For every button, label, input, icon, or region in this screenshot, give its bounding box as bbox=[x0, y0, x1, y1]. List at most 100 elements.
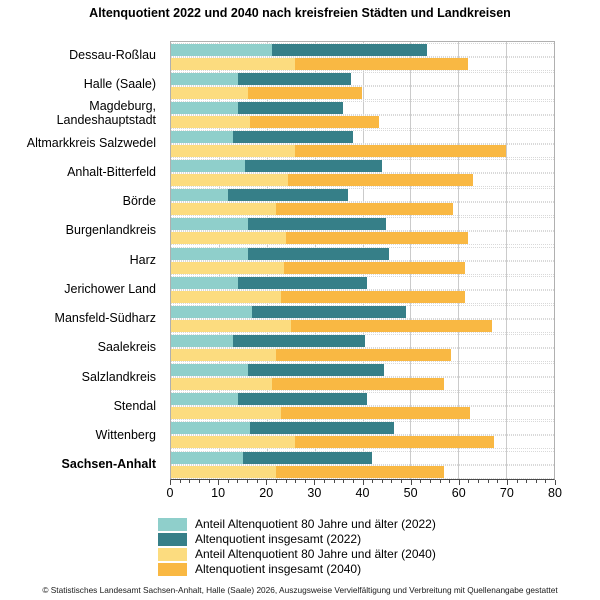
bar-segment bbox=[171, 422, 250, 435]
bar-segment bbox=[171, 261, 284, 274]
bar-group bbox=[171, 421, 554, 450]
row-gridline bbox=[171, 84, 554, 86]
bar-track bbox=[171, 114, 554, 129]
category-label: Saalekreis bbox=[97, 340, 156, 355]
row-gridline bbox=[171, 159, 554, 161]
bar-track bbox=[171, 377, 554, 392]
bar bbox=[171, 305, 554, 318]
bar-track bbox=[171, 246, 554, 261]
bar-track bbox=[171, 129, 554, 144]
major-tick bbox=[458, 480, 460, 485]
major-tick bbox=[170, 480, 171, 485]
row-gridline bbox=[171, 129, 554, 131]
row-gridline bbox=[171, 477, 554, 479]
bar-segment bbox=[171, 86, 248, 99]
bar-track bbox=[171, 421, 554, 436]
row-gridline bbox=[171, 69, 554, 71]
category-label: Dessau-Roßlau bbox=[69, 47, 156, 62]
minor-tick bbox=[179, 480, 181, 483]
bar-segment bbox=[233, 130, 353, 143]
legend-label: Altenquotient insgesamt (2022) bbox=[195, 532, 362, 546]
bar-group bbox=[171, 71, 554, 100]
row-gridline bbox=[171, 246, 554, 248]
bar-track bbox=[171, 275, 554, 290]
minor-tick bbox=[429, 480, 431, 483]
row-gridline bbox=[171, 317, 554, 319]
bar-segment bbox=[171, 465, 277, 478]
bar-segment bbox=[171, 451, 243, 464]
row-gridline bbox=[171, 173, 554, 175]
bar-group bbox=[171, 363, 554, 392]
row-gridline bbox=[171, 421, 554, 423]
category-label: Halle (Saale) bbox=[83, 77, 156, 92]
bar-segment bbox=[171, 247, 248, 260]
row-gridline bbox=[171, 405, 554, 407]
legend-row: Altenquotient insgesamt (2022) bbox=[158, 532, 436, 547]
bar-track bbox=[171, 202, 554, 217]
minor-tick bbox=[526, 480, 528, 483]
bar-track bbox=[171, 363, 554, 378]
bar-track bbox=[171, 42, 554, 57]
bar bbox=[171, 276, 554, 289]
bar-track bbox=[171, 71, 554, 86]
bar-segment bbox=[290, 319, 492, 332]
minor-tick bbox=[285, 480, 287, 483]
row-gridline bbox=[171, 304, 554, 306]
minor-tick bbox=[343, 480, 345, 483]
bar bbox=[171, 57, 554, 70]
chart-title: Altenquotient 2022 und 2040 nach kreisfr… bbox=[89, 6, 511, 20]
legend-swatch bbox=[158, 533, 187, 546]
x-tick-label: 50 bbox=[403, 486, 418, 500]
bar-segment bbox=[245, 160, 382, 173]
bar-group bbox=[171, 450, 554, 479]
bar-track bbox=[171, 392, 554, 407]
bar bbox=[171, 115, 554, 128]
minor-tick bbox=[401, 480, 402, 483]
bar-segment bbox=[171, 290, 282, 303]
row-gridline bbox=[171, 71, 554, 73]
bar bbox=[171, 465, 554, 478]
category-label: Burgenlandkreis bbox=[65, 223, 156, 238]
minor-tick bbox=[478, 480, 479, 483]
minor-tick bbox=[497, 480, 499, 483]
row-gridline bbox=[171, 100, 554, 102]
row-gridline bbox=[171, 142, 554, 144]
row-gridline bbox=[171, 289, 554, 291]
category-label: Harz bbox=[129, 252, 156, 267]
bar-segment bbox=[171, 364, 248, 377]
x-tick-label: 70 bbox=[499, 486, 514, 500]
minor-tick bbox=[198, 480, 200, 483]
bar-segment bbox=[281, 290, 466, 303]
x-tick-label: 40 bbox=[355, 486, 370, 500]
row-gridline bbox=[171, 302, 554, 304]
minor-tick bbox=[439, 480, 441, 483]
bar bbox=[171, 218, 554, 231]
minor-tick bbox=[352, 480, 354, 483]
bar-segment bbox=[171, 319, 291, 332]
source-footer: © Statistisches Landesamt Sachsen-Anhalt… bbox=[42, 585, 558, 595]
row-gridline bbox=[171, 260, 554, 262]
row-gridline bbox=[171, 377, 554, 379]
bar bbox=[171, 189, 554, 202]
minor-tick bbox=[247, 480, 248, 483]
row-gridline bbox=[171, 230, 554, 232]
legend-swatch bbox=[158, 548, 187, 561]
bar-segment bbox=[171, 334, 234, 347]
minor-tick bbox=[189, 480, 191, 483]
bar-segment bbox=[285, 232, 468, 245]
minor-tick bbox=[333, 480, 335, 483]
bar bbox=[171, 348, 554, 361]
minor-tick bbox=[468, 480, 470, 483]
minor-tick bbox=[227, 480, 229, 483]
row-gridline bbox=[171, 143, 554, 145]
x-tick-label: 60 bbox=[451, 486, 466, 500]
bar-segment bbox=[238, 393, 368, 406]
row-gridline bbox=[171, 186, 554, 188]
x-tick-label: 20 bbox=[259, 486, 274, 500]
bar-track bbox=[171, 304, 554, 319]
row-gridline bbox=[171, 202, 554, 204]
row-gridline bbox=[171, 273, 554, 275]
bar bbox=[171, 261, 554, 274]
x-tick-label: 0 bbox=[166, 486, 174, 500]
minor-tick bbox=[535, 480, 537, 483]
